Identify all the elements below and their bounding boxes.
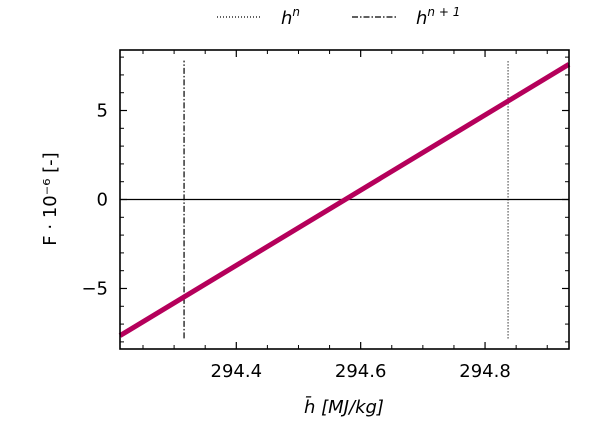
y-tick-label: 0 <box>97 190 108 211</box>
legend-label-hn1: hn + 1 <box>416 5 460 29</box>
axis-ticks: 294.4 294.6 294.8 −5 0 5 <box>81 50 569 382</box>
legend-label-hn: hn <box>281 5 300 29</box>
legend-label-hn1-sup: n + 1 <box>427 5 460 19</box>
plot-content <box>118 60 571 339</box>
y-tick-label: −5 <box>81 278 108 299</box>
x-axis-label: h̄ [MJ/kg] <box>304 396 384 418</box>
x-tick-label: 294.8 <box>459 361 511 382</box>
x-tick-label: 294.6 <box>335 361 387 382</box>
legend-label-hn1-base: h <box>416 8 427 29</box>
y-axis-label: F · 10⁻⁶ [-] <box>40 152 61 245</box>
legend: hn hn + 1 <box>217 5 460 29</box>
legend-entry-hn1: hn + 1 <box>352 5 460 29</box>
x-tick-label: 294.4 <box>211 361 263 382</box>
series-line-0 <box>118 62 571 338</box>
y-tick-label: 5 <box>97 101 108 122</box>
legend-entry-hn: hn <box>217 5 300 29</box>
legend-label-hn-sup: n <box>292 5 300 19</box>
legend-label-hn-base: h <box>281 8 292 29</box>
